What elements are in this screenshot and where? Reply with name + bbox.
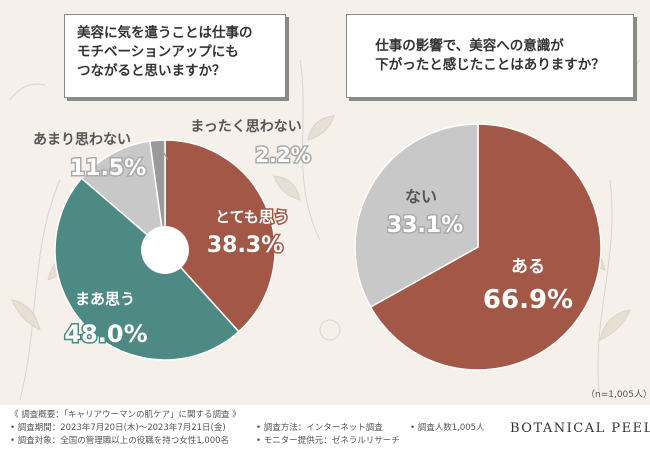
question-2-box: 仕事の影響で、美容への意識が 下がったと感じたことはありますか？ xyxy=(346,14,634,98)
footer-overview: 《 調査概要：「キャリアウーマンの肌ケア」に関する調査 》 xyxy=(10,410,241,420)
brand-logo-text: BOTANICAL PEEL xyxy=(510,421,650,436)
survey-footer: 《 調査概要：「キャリアウーマンの肌ケア」に関する調査 》 • 調査期間：202… xyxy=(0,405,650,450)
sample-size: （n=1,005人） xyxy=(586,390,650,400)
footer-count: • 調査人数1,005人 xyxy=(410,423,485,433)
label-no: ない xyxy=(405,187,437,206)
value-somewhat: 48.0% xyxy=(64,320,147,348)
slice-not-much xyxy=(80,140,167,252)
value-not-at-all: 2.2% xyxy=(255,143,310,167)
footer-provider: • モニター提供元：ゼネラルリサーチ xyxy=(256,436,400,446)
question-2-text: 仕事の影響で、美容への意識が 下がったと感じたことはありますか？ xyxy=(375,38,605,73)
slice-no xyxy=(354,123,479,308)
question-1-box: 美容に気を遣うことは仕事の モチベーションアップにも つながると思いますか？ xyxy=(64,14,286,98)
label-yes: ある xyxy=(511,257,545,277)
slice-yes xyxy=(369,123,602,371)
footer-target: • 調査対象：全国の管理職以上の役職を持つ女性1,000名 xyxy=(10,436,230,446)
slice-somewhat xyxy=(54,177,240,361)
label-not-at-all: まったく思わない xyxy=(190,119,301,135)
value-very-much: 38.3% xyxy=(207,233,283,258)
question-1-text: 美容に気を遣うことは仕事の モチベーションアップにも つながると思いますか？ xyxy=(77,25,253,79)
label-somewhat: まあ思う xyxy=(75,290,135,308)
label-not-much: あまり思わない xyxy=(33,132,131,148)
value-not-much: 11.5% xyxy=(70,156,146,181)
footer-period: • 調査期間：2023年7月20日(木)〜2023年7月21日(金) xyxy=(10,423,226,433)
chart-1-donut: とても思う 38.3% まあ思う 48.0% あまり思わない 11.5% まったく思わない 2… xyxy=(33,119,312,361)
donut-hole xyxy=(141,226,189,274)
value-no: 33.1% xyxy=(387,213,463,238)
slice-very-much xyxy=(164,139,276,333)
leader-line xyxy=(159,145,169,161)
label-very-much: とても思う xyxy=(215,208,289,226)
slice-not-at-all xyxy=(148,139,166,251)
footer-method: • 調査方法：インターネット調査 xyxy=(256,423,383,433)
chart-2-pie: ある 66.9% ない 33.1% xyxy=(354,123,602,371)
value-yes: 66.9% xyxy=(483,285,573,315)
